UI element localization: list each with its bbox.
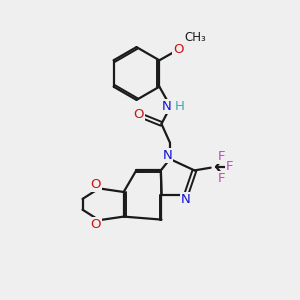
Text: F: F <box>218 150 225 163</box>
Text: CH₃: CH₃ <box>184 31 206 44</box>
Text: N: N <box>181 193 191 206</box>
Text: O: O <box>90 178 101 191</box>
Text: O: O <box>134 107 144 121</box>
Text: F: F <box>226 160 233 173</box>
Text: F: F <box>218 172 225 185</box>
Text: O: O <box>173 43 184 56</box>
Text: H: H <box>175 100 184 113</box>
Text: O: O <box>90 218 101 231</box>
Text: N: N <box>163 149 172 162</box>
Text: N: N <box>161 100 171 113</box>
